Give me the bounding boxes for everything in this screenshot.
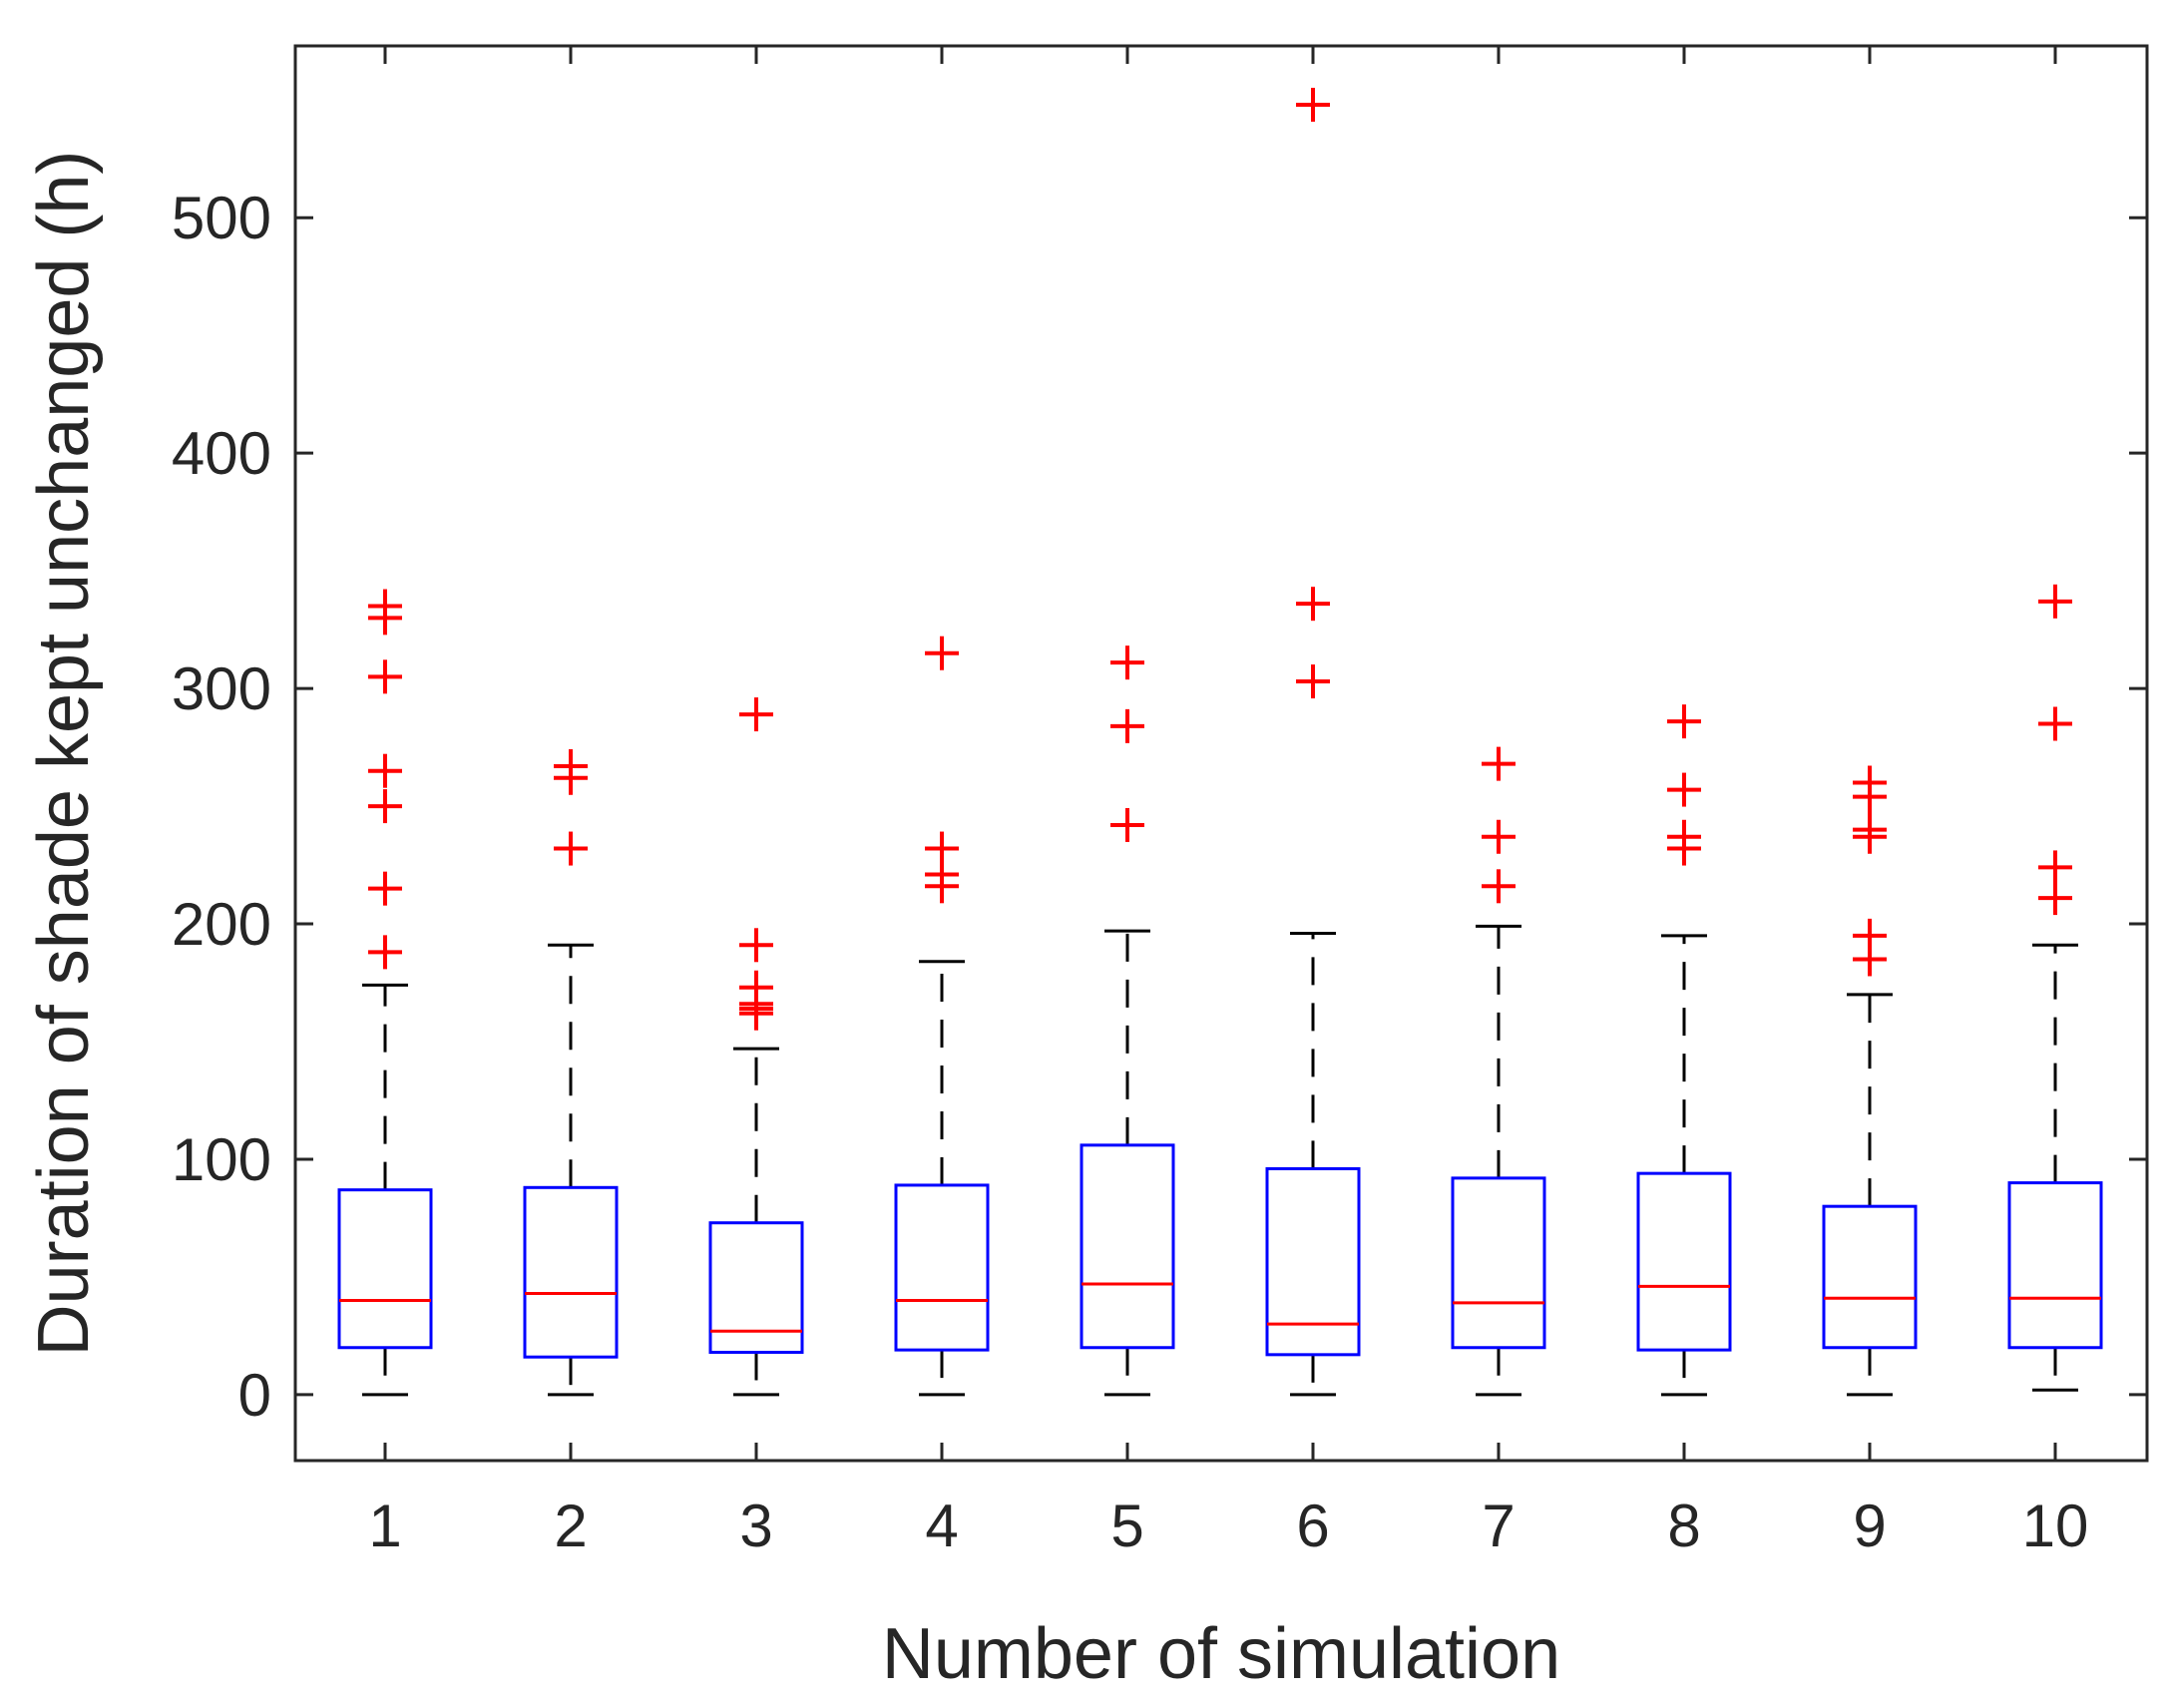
box-iqr xyxy=(2007,1181,2103,1350)
outlier-marker xyxy=(925,831,959,866)
outlier-marker xyxy=(1853,812,1887,847)
x-tick-label: 10 xyxy=(2022,1493,2089,1559)
axis-ticks: 0 100 200 300 400 500 1 2 3 4 5 6 7 8 9 10 xyxy=(172,46,2147,1559)
outlier-marker xyxy=(1853,918,1887,953)
outlier-marker xyxy=(739,928,773,963)
outlier-marker xyxy=(1296,87,1330,122)
outlier-marker xyxy=(2038,850,2072,885)
box-group-9 xyxy=(1822,765,1918,1397)
outlier-marker xyxy=(1110,807,1144,842)
outlier-marker xyxy=(2038,706,2072,741)
box-iqr xyxy=(894,1183,990,1352)
box-iqr xyxy=(1265,1166,1361,1357)
box-group-3 xyxy=(708,697,804,1397)
outlier-marker xyxy=(1853,765,1887,800)
outlier-marker xyxy=(1667,704,1701,739)
x-axis-title: Number of simulation xyxy=(882,1614,1560,1694)
box-group-2 xyxy=(523,748,619,1397)
box-iqr xyxy=(1451,1176,1546,1350)
outlier-marker xyxy=(1667,819,1701,854)
x-tick-label: 3 xyxy=(739,1493,772,1559)
x-tick-label: 8 xyxy=(1667,1493,1700,1559)
box-group-7 xyxy=(1451,746,1546,1397)
box-group-10 xyxy=(2007,584,2103,1392)
outlier-marker xyxy=(1482,746,1516,781)
x-tick-label: 7 xyxy=(1482,1493,1515,1559)
box-group-4 xyxy=(894,636,990,1397)
outlier-marker xyxy=(1296,664,1330,699)
y-tick-label: 500 xyxy=(172,185,271,251)
x-tick-label: 9 xyxy=(1853,1493,1886,1559)
box-iqr xyxy=(337,1188,433,1350)
outlier-marker xyxy=(1296,587,1330,622)
box-iqr xyxy=(1080,1143,1175,1350)
outlier-marker xyxy=(368,871,402,906)
box-iqr xyxy=(1636,1171,1732,1352)
outlier-marker xyxy=(1482,869,1516,904)
outlier-marker xyxy=(1482,819,1516,854)
y-tick-label: 300 xyxy=(172,655,271,722)
outlier-marker xyxy=(554,748,588,783)
x-tick-label: 4 xyxy=(925,1493,958,1559)
outlier-marker xyxy=(1667,772,1701,807)
box-group-8 xyxy=(1636,704,1732,1397)
outlier-marker xyxy=(554,831,588,866)
x-tick-label: 5 xyxy=(1110,1493,1143,1559)
y-tick-label: 200 xyxy=(172,891,271,958)
box-iqr xyxy=(523,1185,619,1359)
y-tick-label: 400 xyxy=(172,420,271,487)
x-tick-label: 1 xyxy=(368,1493,401,1559)
outlier-marker xyxy=(1110,645,1144,680)
outlier-marker xyxy=(739,697,773,732)
box-group-5 xyxy=(1080,645,1175,1397)
axes-frame xyxy=(293,44,2149,1463)
outlier-marker xyxy=(1110,708,1144,743)
box-group-6 xyxy=(1265,87,1361,1397)
outlier-marker xyxy=(2038,584,2072,619)
outlier-marker xyxy=(368,935,402,970)
outlier-marker xyxy=(368,789,402,824)
outlier-marker xyxy=(368,589,402,624)
outlier-marker xyxy=(925,636,959,670)
y-tick-label: 0 xyxy=(238,1362,271,1429)
box-group-1 xyxy=(337,589,433,1397)
box-iqr xyxy=(708,1221,804,1354)
plot-area xyxy=(337,87,2103,1397)
outlier-marker xyxy=(368,753,402,788)
x-tick-label: 6 xyxy=(1296,1493,1329,1559)
y-axis-title: Duration of shade kept unchanged (h) xyxy=(24,151,104,1357)
outlier-marker xyxy=(2038,881,2072,916)
outlier-marker xyxy=(739,970,773,1005)
y-tick-label: 100 xyxy=(172,1126,271,1193)
box-iqr xyxy=(1822,1204,1918,1350)
outlier-marker xyxy=(368,659,402,694)
x-tick-label: 2 xyxy=(554,1493,587,1559)
